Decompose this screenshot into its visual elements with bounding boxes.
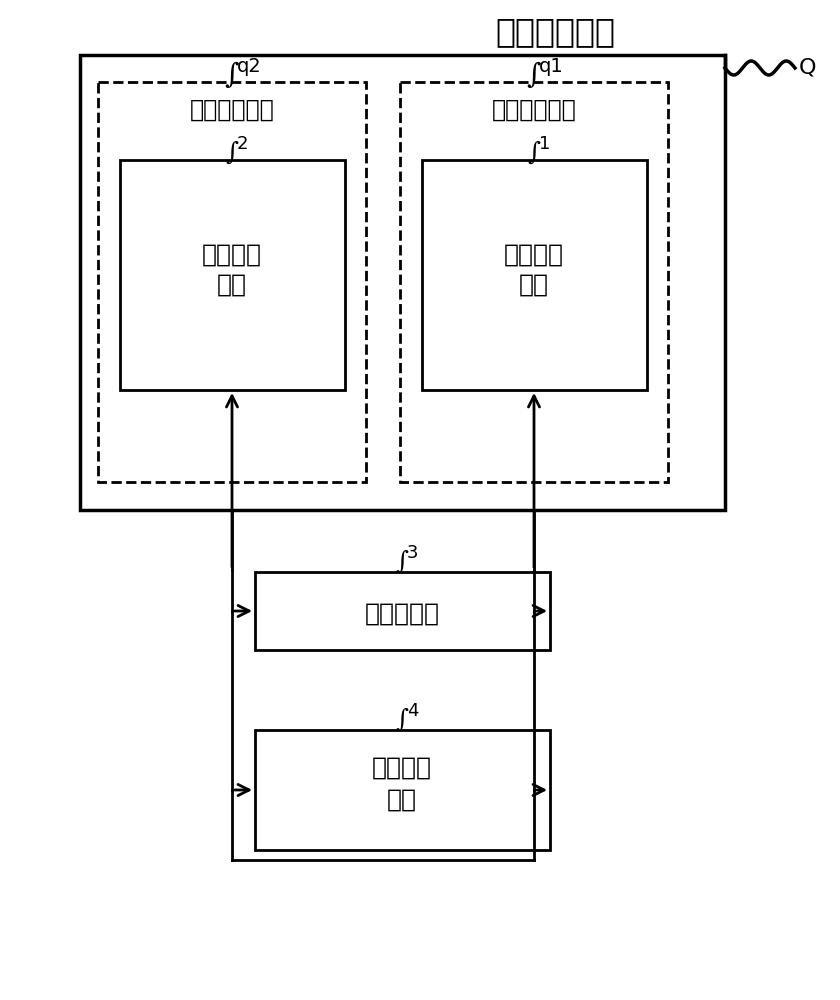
Text: 系统: 系统 — [217, 273, 247, 297]
Text: 安全服务: 安全服务 — [504, 243, 564, 267]
Text: 实时操作: 实时操作 — [202, 243, 262, 267]
Text: q1: q1 — [539, 56, 564, 76]
Text: 共享数据: 共享数据 — [372, 756, 432, 780]
Bar — [98, 82, 366, 482]
Text: ∫: ∫ — [225, 141, 239, 165]
Text: ∫: ∫ — [225, 62, 239, 89]
Text: ∫: ∫ — [396, 708, 408, 732]
Bar — [255, 572, 550, 650]
Bar — [400, 82, 668, 482]
Text: Q: Q — [799, 58, 816, 78]
Text: 1: 1 — [539, 135, 550, 153]
Text: 物理内存区域: 物理内存区域 — [495, 15, 615, 48]
Text: 区域: 区域 — [387, 788, 417, 812]
Bar — [80, 55, 725, 510]
Text: ∫: ∫ — [528, 141, 540, 165]
Text: 安全内存区域: 安全内存区域 — [491, 98, 576, 122]
Text: ∫: ∫ — [527, 62, 541, 89]
Text: q2: q2 — [237, 56, 262, 76]
Text: 2: 2 — [237, 135, 249, 153]
Text: 系统: 系统 — [519, 273, 549, 297]
Text: 4: 4 — [407, 702, 418, 720]
Text: ∫: ∫ — [396, 550, 408, 574]
Text: 公共内存区域: 公共内存区域 — [190, 98, 275, 122]
Bar — [255, 730, 550, 850]
Text: 3: 3 — [407, 544, 418, 562]
Text: 数据寄存器: 数据寄存器 — [365, 602, 439, 626]
Bar — [120, 160, 345, 390]
Bar — [422, 160, 647, 390]
